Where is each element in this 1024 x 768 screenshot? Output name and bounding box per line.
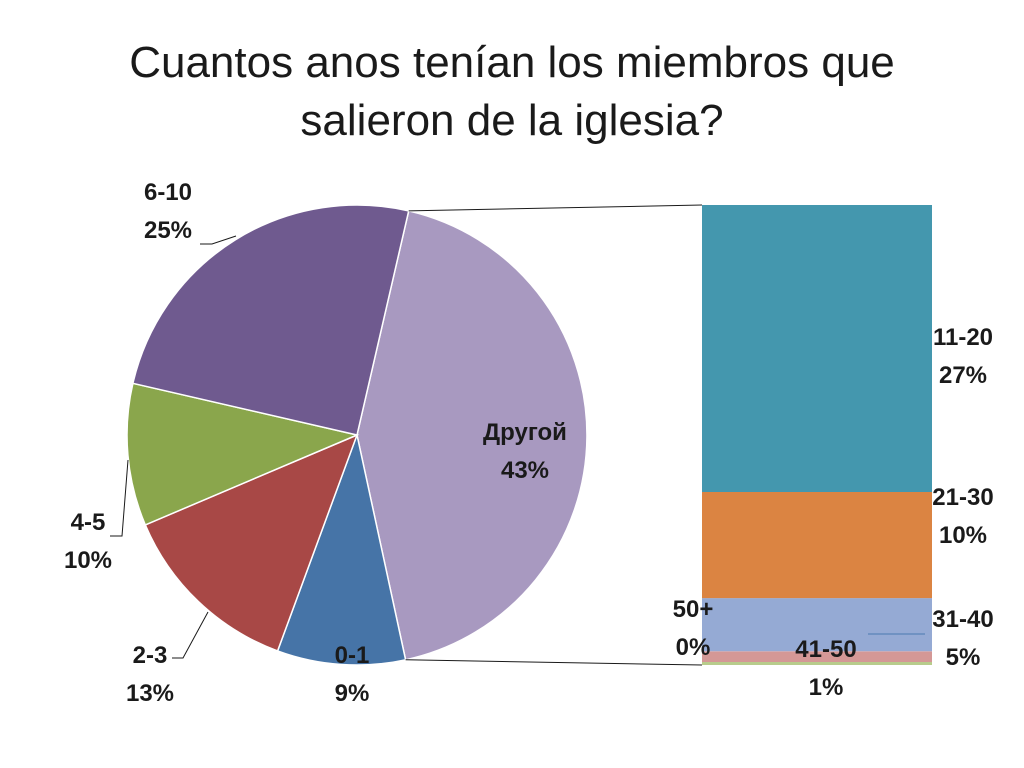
pie-label-value-0-1: 9% — [335, 680, 370, 707]
bar-label-category-21-30: 21-30 — [932, 484, 993, 511]
pie-label-category-4-5: 4-5 — [71, 509, 106, 536]
bar-label-value-21-30: 10% — [939, 522, 987, 549]
bar-segment-50plus — [702, 662, 932, 665]
title-line-1: Cuantos anos tenían los miembros que — [129, 38, 895, 87]
pie-slice-0-1 — [276, 432, 407, 666]
bar-label-value-11-20: 27% — [939, 362, 987, 389]
pie-label-category-6-10: 6-10 — [144, 179, 192, 206]
page-title: Cuantos anos tenían los miembros que sal… — [40, 34, 984, 150]
leader-line-4-5 — [110, 459, 129, 537]
pie-label-category-2-3: 2-3 — [133, 642, 168, 669]
pie-slice-4-5 — [126, 382, 360, 526]
pie — [126, 204, 588, 666]
bar-segment-11-20 — [702, 205, 932, 492]
stacked-bar — [702, 205, 932, 665]
bar-label-value-50plus: 0% — [676, 634, 711, 661]
bar-label-category-50plus: 50+ — [673, 596, 714, 623]
bar-label-category-11-20: 11-20 — [933, 324, 993, 351]
bar-label-category-41-50: 41-50 — [795, 636, 856, 663]
pie-slice-other — [356, 209, 588, 661]
pie-label-category-0-1: 0-1 — [335, 642, 370, 669]
connector-line-top — [408, 204, 703, 212]
connector-lines — [405, 204, 703, 666]
pie-label-value-4-5: 10% — [64, 547, 112, 574]
bar-label-category-31-40: 31-40 — [932, 606, 993, 633]
bar-segment-31-40 — [702, 598, 932, 652]
pie-label-value-6-10: 25% — [144, 217, 192, 244]
pie-slice-6-10 — [131, 204, 410, 436]
data-labels: Другой 43% 0-1 9% 2-3 13% 4-5 10% 6-10 25% 11-20 27… — [64, 179, 994, 707]
pie-slice-2-3 — [144, 433, 359, 652]
bar-label-value-31-40: 5% — [946, 644, 981, 671]
pie-label-value-other: 43% — [501, 457, 549, 484]
bar-label-value-41-50: 1% — [809, 674, 844, 701]
bar-segment-41-50 — [702, 651, 932, 662]
connector-line-bottom — [405, 659, 703, 666]
title-line-2: salieron de la iglesia? — [300, 96, 724, 145]
bar-segment-21-30 — [702, 492, 932, 599]
pie-label-value-2-3: 13% — [126, 680, 174, 707]
leader-lines — [110, 235, 925, 659]
leader-line-2-3 — [172, 611, 209, 659]
leader-line-6-10 — [200, 235, 237, 245]
pie-label-category-other: Другой — [483, 419, 567, 446]
